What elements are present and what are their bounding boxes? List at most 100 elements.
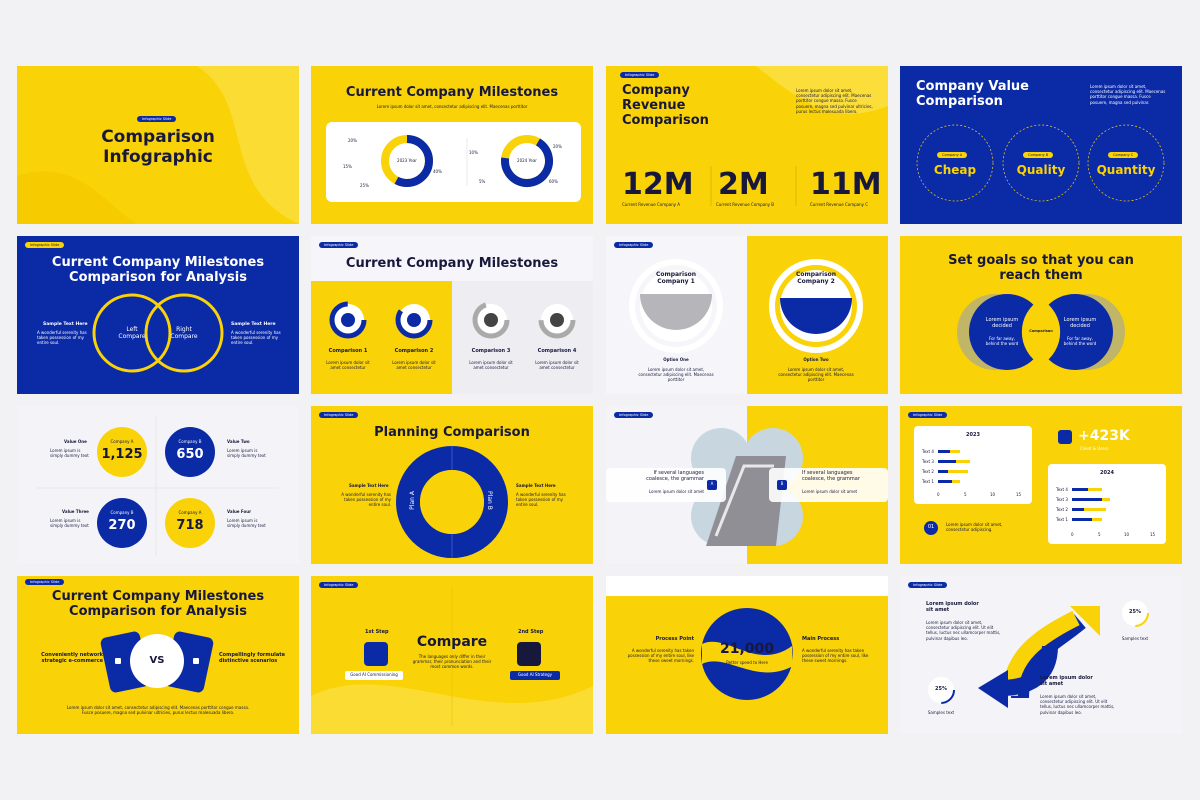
category: Text 2 (1056, 507, 1068, 512)
decoration (952, 480, 960, 483)
decoration (452, 281, 593, 394)
donut-label: 2023 Year (397, 158, 417, 163)
decoration (978, 670, 1008, 708)
plan-label: Plan A (408, 491, 416, 510)
decoration (341, 313, 355, 327)
tick: 5 (964, 492, 967, 497)
letter: A (710, 481, 714, 486)
title: Company Revenue Comparison (622, 83, 709, 128)
decoration (769, 468, 888, 502)
value-name: Value One (64, 439, 87, 444)
percent: 20% (553, 144, 562, 149)
side-heading: Lorem ipsum decided (1063, 317, 1097, 329)
step-icons (311, 586, 593, 734)
background (17, 66, 299, 224)
item-label: Comparison 1 (328, 348, 368, 354)
decoration (938, 450, 950, 453)
tag: Infographic Slide (614, 412, 654, 418)
percent: 60% (549, 179, 558, 184)
pill: Company B (1023, 152, 1054, 158)
title: Current Company Milestones Comparison fo… (51, 255, 265, 285)
paragraph: Lorem ipsum dolor sit amet, consectetur … (796, 88, 873, 114)
decoration (956, 460, 970, 463)
gauge-value: 25% (935, 686, 947, 692)
slide: Infographic Slide Current Company Milest… (17, 236, 299, 394)
tag: Infographic Slide (25, 579, 65, 585)
percent: 20% (348, 138, 357, 143)
decoration (1072, 498, 1102, 501)
circles (916, 124, 1165, 202)
decoration (345, 671, 403, 680)
decoration (1058, 430, 1072, 444)
decoration (197, 66, 299, 224)
category: Text 4 (1056, 487, 1068, 492)
category: Text 1 (922, 479, 934, 484)
tag: Infographic Slide (908, 412, 948, 418)
value-word: Quantity (1096, 163, 1156, 177)
tag: Infographic Slide (319, 582, 359, 588)
slide: 21,000 Better speed to Here Process Poin… (606, 576, 888, 734)
decoration (1084, 508, 1106, 511)
venn (92, 293, 224, 373)
value-text: Lorem ipsum is simply dummy text (50, 518, 89, 529)
option-title: Comparison Company 2 (795, 271, 837, 285)
company: Company A (178, 510, 202, 515)
option-title: Comparison Company 1 (655, 271, 697, 285)
decoration (538, 301, 576, 339)
slide: Infographic Slide Lorem ipsum dolor sit … (900, 576, 1182, 734)
donuts (326, 122, 581, 202)
decoration (707, 480, 717, 490)
tag: Infographic Slide (137, 116, 177, 122)
tick: 0 (937, 492, 940, 497)
gauge-label: Samples text (927, 710, 955, 715)
tick: 5 (1098, 532, 1101, 537)
tick: 15 (1150, 532, 1156, 537)
title: Planning Comparison (374, 425, 530, 440)
value-name: Value Three (62, 509, 89, 514)
item-text: Lorem ipsum dolor sit amet consectetur (326, 360, 370, 371)
decoration (702, 641, 793, 673)
slide: Infographic Slide Compare The languages … (311, 576, 593, 734)
tick: 10 (990, 492, 996, 497)
tag: Infographic Slide (319, 412, 359, 418)
block-heading: Lorem ipsum dolor sit amet (926, 601, 979, 613)
value-name: Value Two (227, 439, 250, 444)
decoration (640, 294, 712, 330)
value-word: Cheap (933, 163, 977, 177)
side-heading: If several languages coalesce, the gramm… (646, 470, 704, 482)
decoration (472, 301, 510, 339)
decoration (1021, 299, 1061, 365)
company: Company B (110, 510, 134, 515)
slide: Infographic Slide Current Company Milest… (17, 576, 299, 734)
tag: Infographic Slide (614, 242, 654, 248)
paragraph: Lorem ipsum dolor sit amet, consectetur … (1090, 84, 1166, 105)
decoration (17, 171, 137, 224)
value-circles (37, 416, 279, 556)
side-text: Compellingly formulate distinctive scena… (219, 652, 285, 664)
item-text: Lorem ipsum dolor sit amet consectetur (535, 360, 579, 371)
subtitle: Lorem ipsum dolor sit amet, consectetur … (376, 104, 528, 109)
decoration (606, 468, 726, 502)
decoration (714, 464, 774, 537)
decoration (165, 427, 215, 477)
decoration (1102, 498, 1110, 501)
plan-label: Plan B (485, 491, 493, 510)
tag: Infographic Slide (25, 242, 65, 248)
decoration (924, 521, 938, 535)
bar-cards (914, 426, 1166, 544)
decoration (938, 480, 952, 483)
title: Company Value Comparison (916, 79, 1030, 109)
center-label: Comparison (1029, 329, 1053, 333)
item-label: Comparison 3 (471, 348, 511, 354)
option-text: Lorem ipsum dolor sit amet, consectetur … (778, 367, 854, 383)
decoration (928, 677, 954, 703)
percent: 15% (343, 164, 352, 169)
decoration (484, 313, 498, 327)
side-heading: Process Point (655, 636, 694, 642)
percent: 40% (433, 169, 442, 174)
decoration (395, 301, 433, 339)
company: Company B (178, 439, 202, 444)
letter: B (780, 481, 784, 486)
